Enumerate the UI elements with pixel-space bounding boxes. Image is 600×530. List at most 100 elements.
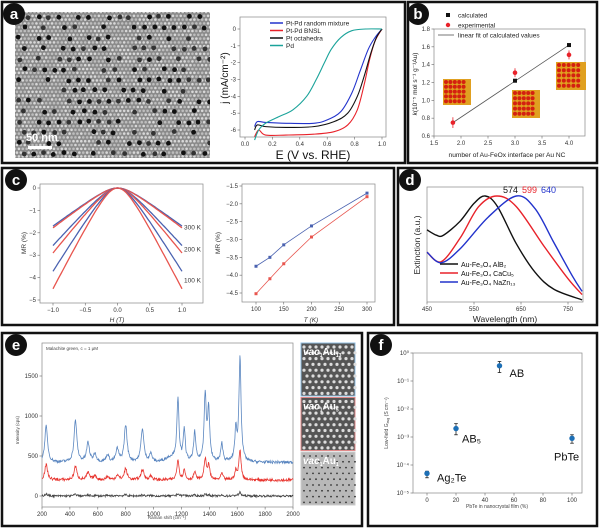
nanoparticle-small: [97, 14, 101, 18]
nanoparticle-large: [40, 25, 46, 31]
nanoparticle-small: [132, 143, 136, 147]
nanoparticle-small: [62, 60, 66, 63]
legend-label: Pd: [286, 43, 294, 50]
nanoparticle-large: [101, 24, 107, 30]
lattice-particle: [452, 99, 457, 104]
lattice-inset-2: [556, 62, 586, 90]
inset-particle: [342, 495, 344, 498]
nanoparticle-small: [46, 113, 50, 116]
x-tick-label: 300: [362, 307, 373, 313]
panel-letter: b: [413, 6, 422, 23]
nanoparticle-small: [39, 90, 42, 94]
nanoparticle-small: [58, 82, 62, 86]
nanoparticle-small: [50, 37, 54, 40]
nanoparticle-small: [56, 86, 60, 90]
nanoparticle-small: [132, 151, 136, 154]
nanoparticle-small: [185, 101, 188, 105]
nanoparticle-small: [97, 105, 101, 109]
nanoparticle-small: [78, 159, 81, 162]
inset-particle: [338, 423, 342, 427]
series-line-3: [254, 28, 383, 141]
inset-particle: [323, 386, 327, 390]
nanoparticle-small: [124, 52, 128, 56]
x-tick-label: 800: [121, 512, 132, 518]
nanoparticle-small: [119, 12, 122, 14]
nanoparticle-small: [72, 124, 75, 128]
nanoparticle-large: [71, 66, 77, 72]
inset-particle: [311, 386, 315, 390]
nanoparticle-small: [122, 101, 126, 105]
nanoparticle-small: [58, 22, 62, 25]
inset-particle: [302, 357, 306, 361]
nanoparticle-large: [66, 119, 72, 125]
nanoparticle-small: [66, 151, 69, 154]
nanoparticle-large: [207, 140, 210, 146]
nanoparticle-small: [44, 56, 48, 59]
inset-particle: [350, 391, 354, 395]
y-tick-label: −3.0: [226, 238, 239, 244]
nanoparticle-small: [181, 41, 184, 44]
nanoparticle-small: [198, 151, 202, 154]
nanoparticle-small: [148, 22, 151, 25]
nanoparticle-small: [44, 86, 48, 90]
nanoparticle-small: [119, 132, 122, 135]
nanoparticle-small: [95, 33, 99, 37]
nanoparticle-small: [124, 60, 128, 63]
x-axis-label: Wavelength (nm): [473, 314, 538, 324]
nanoparticle-large: [57, 56, 63, 62]
nanoparticle-large: [191, 150, 197, 156]
nanoparticle-small: [117, 60, 120, 63]
nanoparticle-small: [39, 82, 42, 86]
nanoparticle-small: [140, 22, 144, 25]
nanoparticle-small: [171, 136, 175, 139]
nanoparticle-small: [130, 12, 134, 14]
nanoparticle-small: [134, 139, 138, 143]
inset-particle: [321, 489, 323, 492]
nanoparticle-small: [195, 128, 198, 132]
nanoparticle-large: [86, 15, 91, 20]
nanoparticle-small: [80, 109, 83, 113]
inset-particle: [342, 484, 344, 486]
nanoparticle-small: [76, 155, 79, 158]
nanoparticle-small: [68, 86, 71, 90]
nanoparticle-small: [99, 86, 103, 90]
inset-particle: [318, 472, 320, 475]
inset-particle: [350, 380, 354, 384]
panel-e-raman-chart: 200 400 600 800 1000 1200 1400 1600 1800 20000500…: [15, 342, 357, 520]
lattice-particle: [461, 84, 466, 89]
x-tick-label: 750: [563, 307, 574, 313]
nanoparticle-small: [15, 128, 19, 132]
inset-particle: [332, 399, 336, 404]
nanoparticle-small: [146, 94, 149, 97]
nanoparticle-small: [39, 52, 42, 56]
nanoparticle-small: [50, 82, 54, 86]
mr-curve-200K: [52, 187, 183, 254]
nanoparticle-large: [205, 77, 210, 83]
nanoparticle-small: [83, 25, 87, 29]
inset-particle: [317, 440, 321, 444]
inset-particle: [323, 405, 327, 409]
nanoparticle-small: [48, 109, 52, 113]
nanoparticle-small: [19, 90, 23, 94]
nanoparticle-small: [81, 98, 85, 101]
nanoparticle-small: [109, 113, 112, 116]
nanoparticle-small: [105, 29, 108, 33]
nanoparticle-small: [89, 136, 93, 139]
nanoparticle-small: [173, 124, 177, 128]
nanoparticle-small: [97, 60, 101, 63]
inset-particle: [341, 374, 345, 378]
nanoparticle-small: [156, 98, 159, 101]
nanoparticle-small: [50, 14, 54, 18]
nanoparticle-small: [17, 124, 21, 128]
nanoparticle-small: [23, 75, 27, 78]
nanoparticle-small: [158, 155, 161, 158]
nanoparticle-small: [191, 143, 194, 147]
nanoparticle-large: [115, 118, 121, 124]
nanoparticle-small: [181, 63, 184, 67]
nanoparticle-small: [215, 129, 218, 132]
nanoparticle-small: [195, 14, 198, 18]
inset-particle: [308, 411, 312, 415]
inset-particle: [317, 374, 321, 378]
nanoparticle-small: [206, 128, 210, 132]
nanoparticle-small: [99, 41, 103, 44]
